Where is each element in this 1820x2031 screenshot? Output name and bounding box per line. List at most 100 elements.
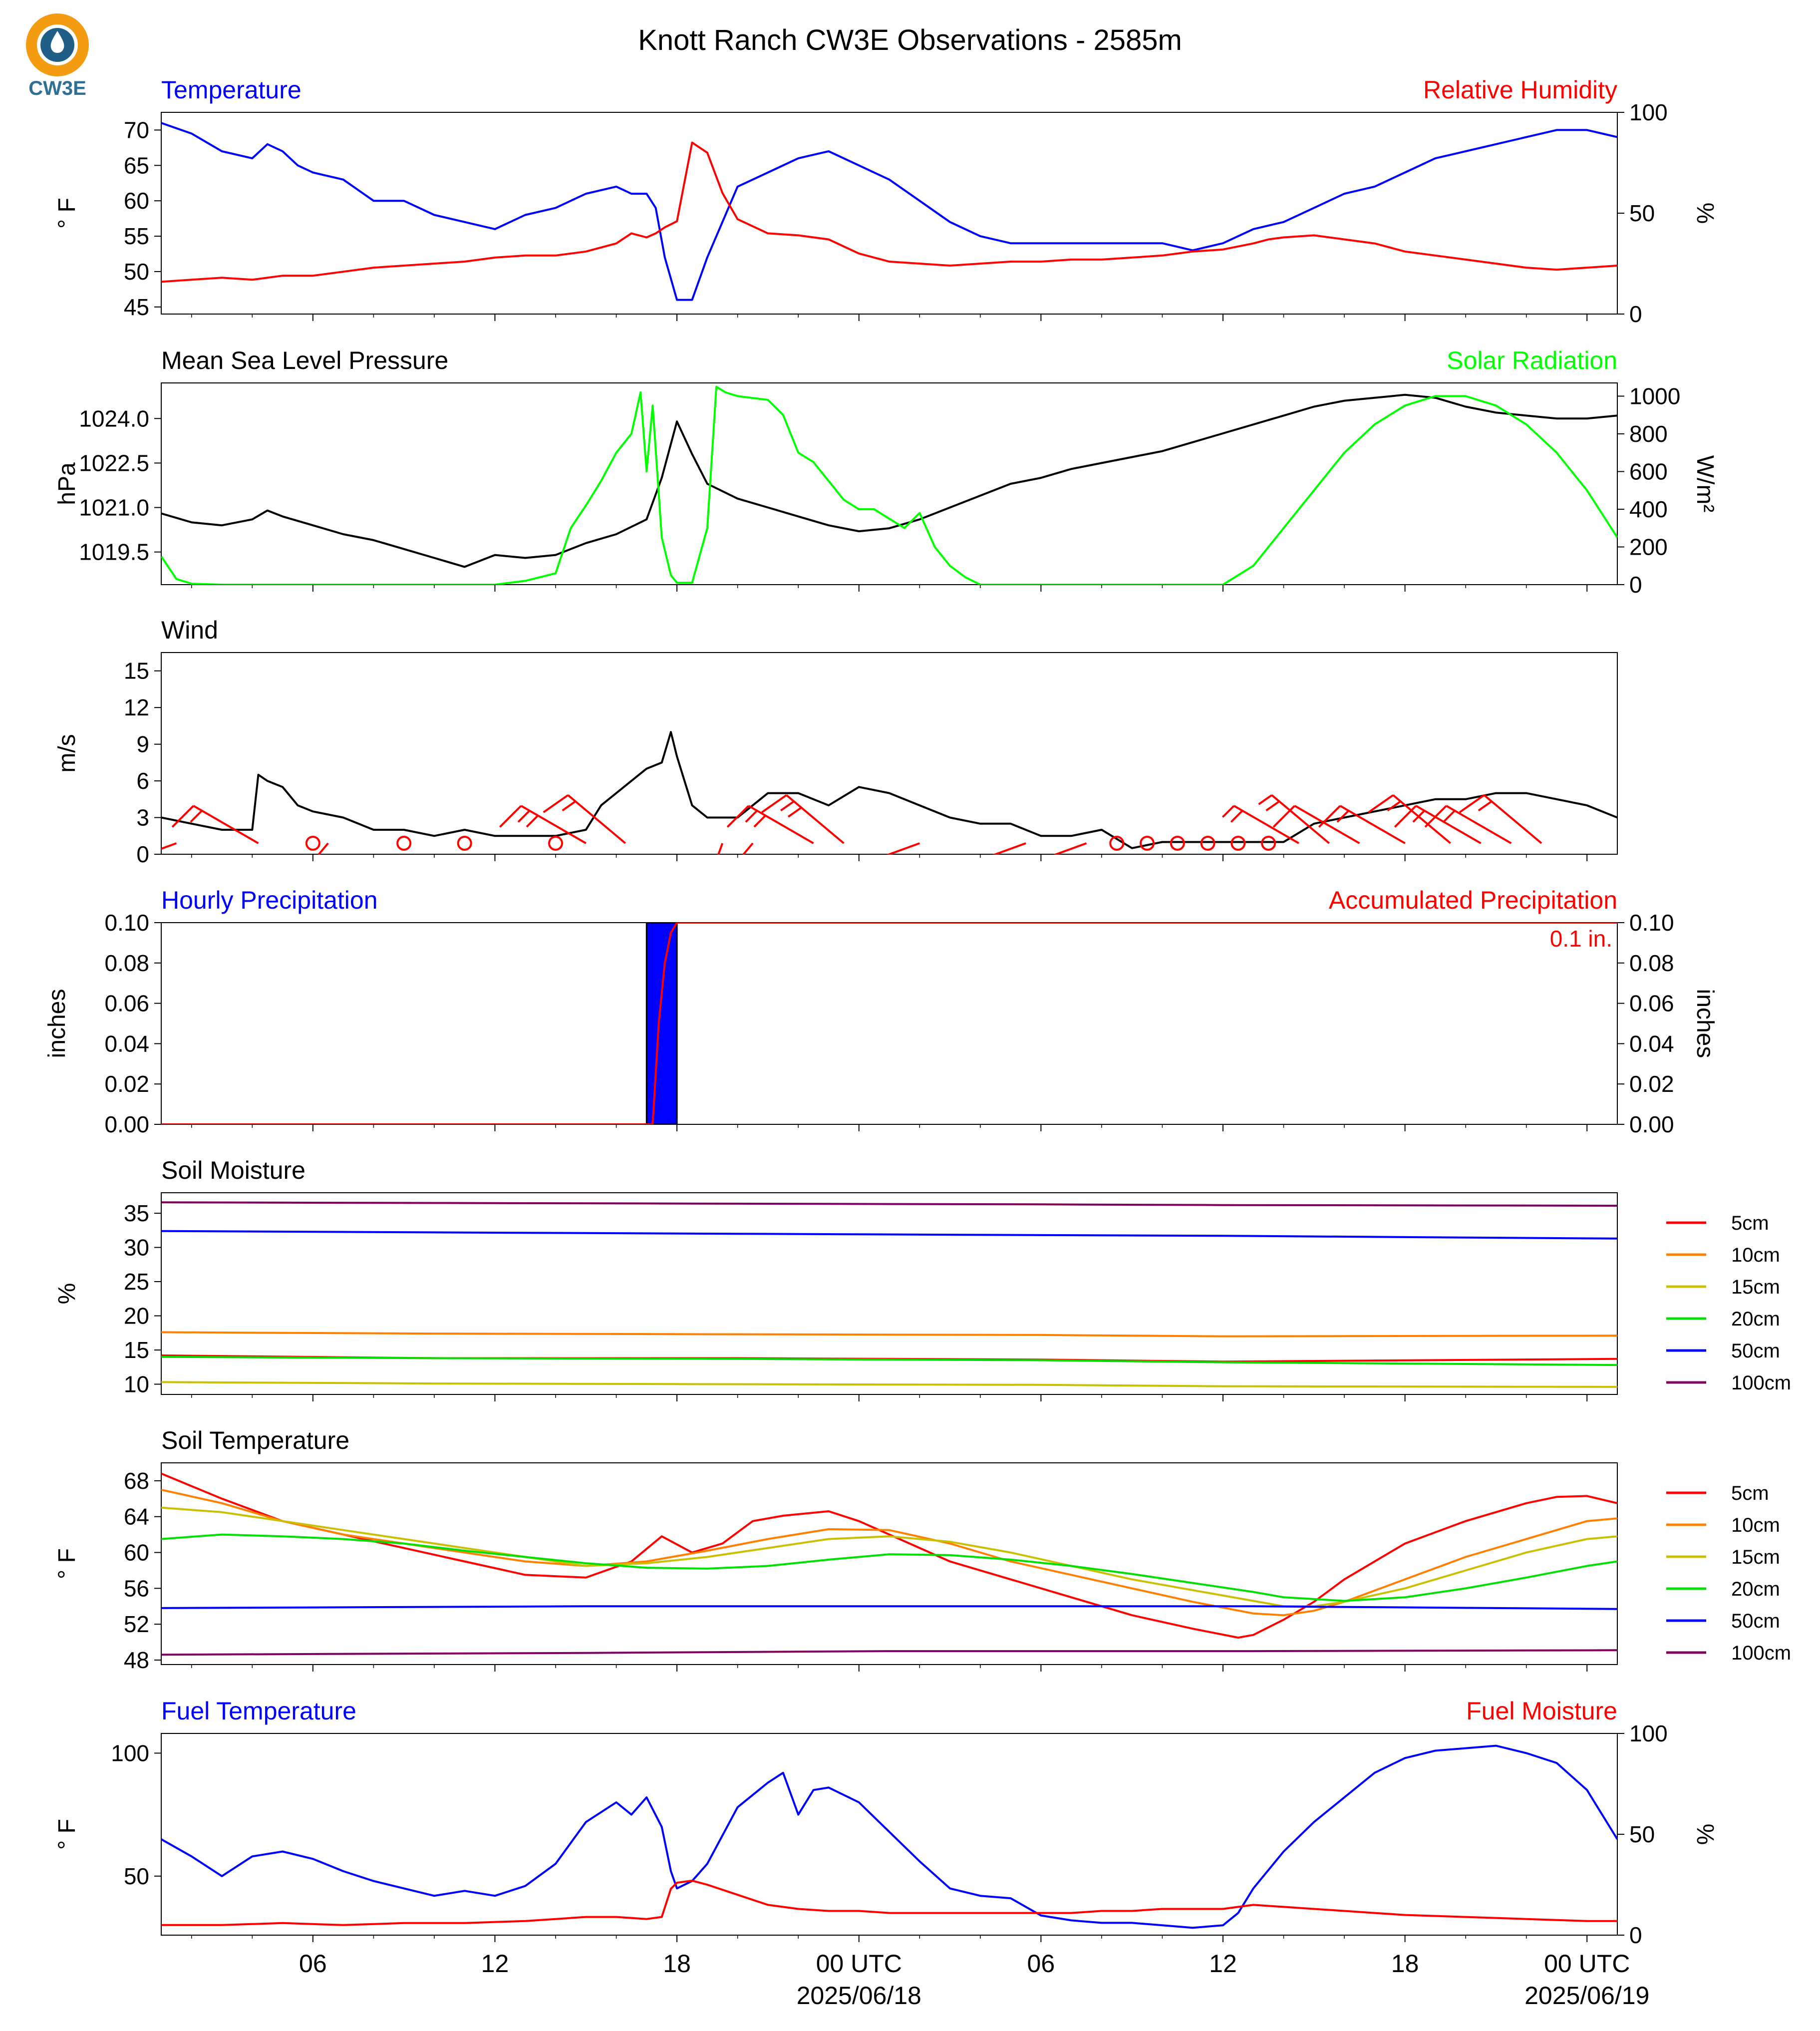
- legend-label: 50cm: [1731, 1340, 1780, 1362]
- wind-barb-calm: [1109, 836, 1125, 851]
- legend-label: 5cm: [1731, 1482, 1769, 1504]
- wind-barb-flag: [787, 807, 802, 818]
- series-line-5cm: [161, 1472, 1617, 1639]
- series-line-accumulated-precipitation: [161, 923, 1617, 1124]
- y-tick-label-left: 1021.0: [79, 495, 149, 521]
- wind-barb: [1258, 794, 1330, 844]
- wind-barb-flag: [1459, 794, 1485, 813]
- x-tick-label: 18: [1391, 1950, 1419, 1978]
- series-line-20cm: [161, 1355, 1617, 1366]
- legend-label: 100cm: [1731, 1642, 1791, 1664]
- x-tick-label: 00 UTC: [1544, 1950, 1630, 1978]
- y-tick-label-left: 9: [136, 731, 149, 757]
- y-tick-label-left: 15: [124, 658, 149, 684]
- panel-title-right: Accumulated Precipitation: [1329, 886, 1617, 914]
- wind-barb-shaft: [786, 794, 845, 844]
- wind-barb-shaft: [1392, 794, 1452, 844]
- wind-barb: [1272, 805, 1360, 844]
- series-line-fuel-temperature: [161, 1744, 1617, 1929]
- legend-entry: 50cm: [1666, 1610, 1780, 1632]
- wind-barb-flag: [705, 901, 722, 925]
- wind-barb-calm: [305, 836, 320, 851]
- wind-barb-flag: [1478, 800, 1493, 812]
- y-tick-label-left: 1024.0: [79, 405, 149, 431]
- y-tick-label-right: 0.02: [1629, 1071, 1674, 1097]
- legend-entry: 10cm: [1666, 1244, 1780, 1266]
- x-tick-date-label: 2025/06/19: [1524, 1982, 1649, 2010]
- y-tick-label-left: 55: [124, 223, 149, 249]
- wind-barb-flag: [780, 800, 795, 812]
- y-tick-label-right: 600: [1629, 458, 1668, 484]
- wind-barb-flag: [955, 869, 958, 899]
- y-tick-label-left: 0.08: [104, 950, 149, 976]
- series-line-fuel-moisture: [161, 1879, 1617, 1926]
- wind-barb-flag: [1230, 810, 1243, 823]
- series-line-15cm: [161, 1381, 1617, 1388]
- y-axis-label-left: ° F: [54, 1819, 80, 1850]
- y-tick-label-left: 0.04: [104, 1030, 149, 1056]
- y-tick-label-left: 50: [124, 259, 149, 285]
- legend-label: 10cm: [1731, 1514, 1780, 1536]
- wind-barb-flag: [726, 805, 750, 828]
- y-tick-label-right: 50: [1629, 1821, 1655, 1847]
- series-line-50cm: [161, 1605, 1617, 1610]
- y-tick-label-right: 0.06: [1629, 991, 1674, 1016]
- panel-pressure_solar: Mean Sea Level Pressure Solar Radiation 10…: [54, 346, 1718, 598]
- series-line-100cm: [161, 1201, 1617, 1207]
- wind-barb-shaft: [748, 805, 814, 844]
- y-axis-label-right: %: [1692, 1824, 1718, 1845]
- y-axis-label-left: inches: [44, 989, 70, 1058]
- y-tick-label-left: 100: [111, 1740, 149, 1766]
- legend-label: 50cm: [1731, 1610, 1780, 1632]
- y-tick-label-right: 400: [1629, 496, 1668, 522]
- x-tick-label: 06: [1027, 1950, 1055, 1978]
- wind-barb-shaft: [886, 842, 920, 854]
- legend-label: 20cm: [1731, 1308, 1780, 1330]
- series-line-solar-radiation: [161, 385, 1617, 585]
- plot-frame: [161, 112, 1618, 315]
- cw3e-logo: CW3E: [26, 13, 89, 99]
- y-tick-label-left: 0.10: [104, 910, 149, 936]
- series-line-mean-sea-level-pressure: [161, 393, 1617, 568]
- wind-barb-flag: [543, 794, 569, 813]
- wind-barb: [1053, 842, 1087, 854]
- y-axis-label-left: hPa: [54, 462, 80, 505]
- panel-title-left: Fuel Temperature: [161, 1697, 356, 1725]
- logo-drop-icon: [50, 31, 64, 53]
- plot-area: [161, 731, 1617, 925]
- x-tick-label: 00 UTC: [816, 1950, 902, 1978]
- y-tick-label-right: 0.10: [1629, 910, 1674, 936]
- y-tick-label-left: 25: [124, 1269, 149, 1295]
- y-tick-label-left: 6: [136, 768, 149, 794]
- wind-barb: [1368, 794, 1452, 844]
- wind-barb-flag: [1336, 810, 1350, 823]
- y-axis-label-right: inches: [1692, 989, 1718, 1058]
- panel-fuel: Fuel Temperature Fuel Moisture 50 100 0 50 100…: [54, 1697, 1718, 1948]
- legend-label: 5cm: [1731, 1212, 1769, 1234]
- plot-frame: [161, 382, 1618, 585]
- y-tick-label-left: 10: [124, 1371, 149, 1397]
- wind-barb-shaft: [992, 842, 1026, 854]
- panel-title-right: Solar Radiation: [1447, 346, 1617, 374]
- y-tick-label-left: 12: [124, 694, 149, 720]
- wind-barb: [705, 842, 754, 925]
- y-tick-label-right: 0: [1629, 301, 1642, 327]
- y-tick-label-left: 50: [124, 1863, 149, 1889]
- legend-entry: 20cm: [1666, 1308, 1780, 1330]
- y-tick-label-right: 0: [1629, 572, 1642, 598]
- wind-barb: [543, 794, 626, 844]
- y-tick-label-left: 1019.5: [79, 539, 149, 565]
- wind-barb: [1459, 794, 1542, 844]
- wind-barb-flag: [1424, 805, 1447, 828]
- wind-barb: [499, 805, 587, 844]
- y-tick-label-right: 200: [1629, 534, 1668, 560]
- panel-title-left: Wind: [161, 616, 218, 644]
- y-tick-label-left: 45: [124, 294, 149, 320]
- y-tick-label-left: 48: [124, 1647, 149, 1673]
- y-tick-label-left: 0: [136, 841, 149, 867]
- wind-barb-shaft: [1446, 805, 1512, 844]
- y-tick-label-left: 20: [124, 1303, 149, 1329]
- wind-barb-flag: [1394, 805, 1417, 828]
- wind-barb: [955, 842, 1026, 899]
- x-tick-label: 06: [299, 1950, 327, 1978]
